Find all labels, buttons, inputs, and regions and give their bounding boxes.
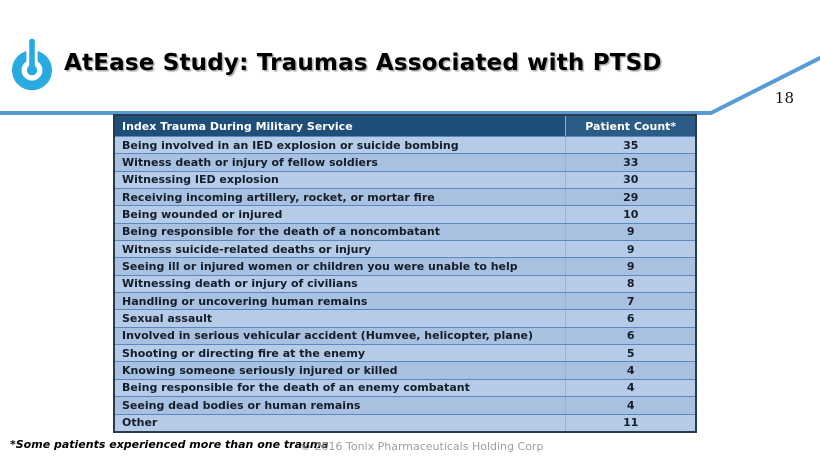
copyright: © 2016 Tonix Pharmaceuticals Holding Cor… — [300, 440, 544, 453]
table-row: Seeing dead bodies or human remains 4 — [115, 396, 695, 414]
table-row: Shooting or directing fire at the enemy 5 — [115, 344, 695, 362]
table-row: Witness suicide-related deaths or injury… — [115, 240, 695, 258]
trauma-cell: Sexual assault — [122, 312, 213, 326]
trauma-cell: Shooting or directing fire at the enemy — [122, 346, 365, 360]
table-row: Being responsible for the death of an en… — [115, 378, 695, 397]
trauma-cell: Witnessing death or injury of civilians — [122, 277, 358, 291]
patient-count-cell: 4 — [565, 379, 695, 397]
page-number: 18 — [774, 89, 794, 107]
patient-count-cell: 9 — [565, 223, 695, 241]
trauma-cell: Involved in serious vehicular accident (… — [122, 329, 534, 343]
trauma-cell: Receiving incoming artillery, rocket, or… — [122, 190, 435, 204]
trauma-cell: Being involved in an IED explosion or su… — [122, 138, 459, 152]
trauma-cell: Witness death or injury of fellow soldie… — [122, 156, 378, 170]
trauma-cell: Being wounded or injured — [122, 208, 283, 222]
table-row: Seeing ill or injured women or children … — [115, 257, 695, 275]
table-row: Witnessing death or injury of civilians 8 — [115, 274, 695, 293]
patient-count-cell: 29 — [565, 189, 695, 206]
column-header-index-trauma: Index Trauma During Military Service — [115, 116, 566, 136]
trauma-cell: Knowing someone seriously injured or kil… — [122, 364, 398, 378]
trauma-cell: Being responsible for the death of an en… — [122, 381, 470, 395]
trauma-cell: Witnessing IED explosion — [122, 173, 279, 187]
trauma-cell: Witness suicide-related deaths or injury — [122, 242, 372, 256]
table-row: Knowing someone seriously injured or kil… — [115, 361, 695, 379]
patient-count-cell: 4 — [565, 362, 695, 379]
table-body: Being involved in an IED explosion or su… — [115, 136, 695, 431]
patient-count-cell: 10 — [565, 206, 695, 223]
table-row: Sexual assault 6 — [115, 309, 695, 327]
patient-count-cell: 35 — [565, 137, 695, 154]
slide-title: AtEase Study: Traumas Associated with PT… — [64, 50, 662, 76]
trauma-cell: Being responsible for the death of a non… — [122, 225, 441, 239]
patient-count-cell: 6 — [565, 327, 695, 345]
patient-count-cell: 11 — [565, 414, 695, 431]
patient-count-cell: 5 — [565, 345, 695, 362]
table-row: Being responsible for the death of a non… — [115, 222, 695, 241]
table-row: Witness death or injury of fellow soldie… — [115, 153, 695, 171]
trauma-cell: Seeing dead bodies or human remains — [122, 398, 361, 412]
patient-count-cell: 33 — [565, 154, 695, 171]
column-header-patient-count: Patient Count* — [565, 116, 695, 136]
patient-count-cell: 6 — [565, 310, 695, 327]
patient-count-cell: 4 — [565, 397, 695, 414]
table-row: Being wounded or injured 10 — [115, 205, 695, 223]
table-header-row: Index Trauma During Military Service Pat… — [115, 116, 695, 136]
trauma-cell: Seeing ill or injured women or children … — [122, 260, 518, 274]
table-row: Handling or uncovering human remains 7 — [115, 292, 695, 310]
power-button-icon — [12, 35, 52, 91]
table-row: Receiving incoming artillery, rocket, or… — [115, 188, 695, 206]
trauma-cell: Other — [122, 416, 158, 430]
table-row: Involved in serious vehicular accident (… — [115, 326, 695, 345]
table-row: Other 11 — [115, 413, 695, 431]
table-row: Witnessing IED explosion 30 — [115, 170, 695, 189]
trauma-cell: Handling or uncovering human remains — [122, 294, 368, 308]
table-row: Being involved in an IED explosion or su… — [115, 136, 695, 154]
patient-count-cell: 8 — [565, 275, 695, 293]
patient-count-cell: 7 — [565, 293, 695, 310]
patient-count-cell: 30 — [565, 171, 695, 189]
patient-count-cell: 9 — [565, 258, 695, 275]
patient-count-cell: 9 — [565, 241, 695, 258]
trauma-table: Index Trauma During Military Service Pat… — [113, 114, 697, 433]
footnote: *Some patients experienced more than one… — [10, 438, 329, 451]
